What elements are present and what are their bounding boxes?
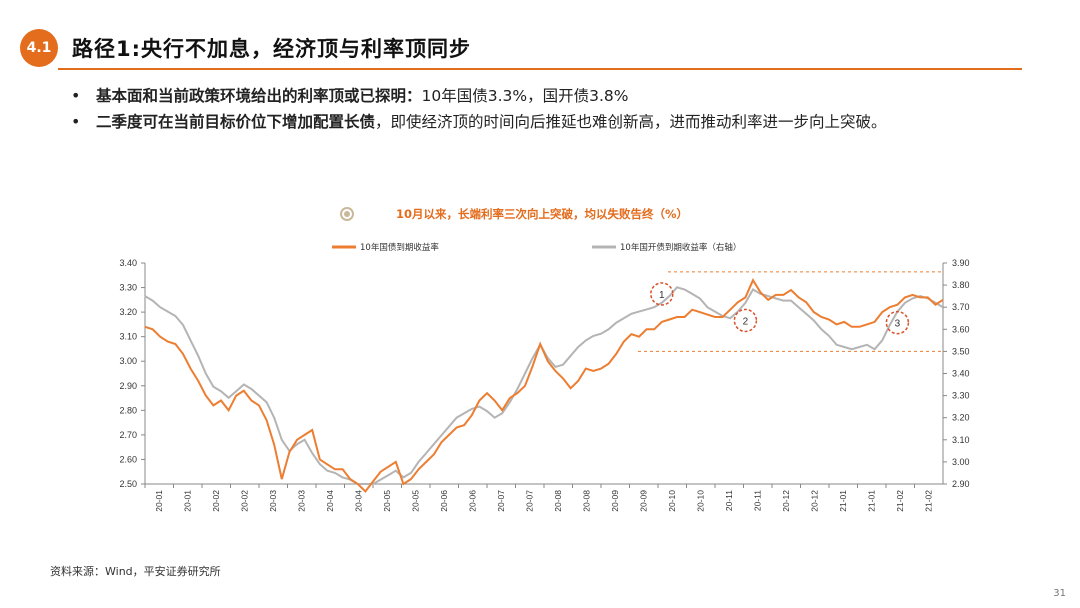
x-tick-label: 20-10 [667, 490, 677, 512]
y-right-tick-label: 3.70 [952, 302, 970, 312]
x-tick-label: 21-01 [838, 490, 848, 512]
x-tick-label: 20-03 [297, 490, 307, 512]
annotation-circle [650, 282, 674, 306]
x-tick-label: 20-07 [496, 490, 506, 512]
y-right-tick-label: 3.50 [952, 346, 970, 356]
chart-title-row: 10月以来，长端利率三次向上突破，均以失败告终（%） [340, 204, 688, 224]
y-left-tick-label: 2.60 [119, 454, 137, 464]
x-tick-label: 20-12 [781, 490, 791, 512]
y-right-tick-label: 3.60 [952, 324, 970, 334]
x-tick-label: 20-09 [639, 490, 649, 512]
annotation-label: 2 [743, 316, 749, 327]
x-tick-label: 20-10 [696, 490, 706, 512]
x-tick-label: 20-11 [753, 490, 763, 511]
bullet-text: ，即使经济顶的时间向后推延也难创新高，进而推动利率进一步向上突破。 [375, 113, 887, 131]
y-right-tick-label: 3.10 [952, 435, 970, 445]
slide-header: 4.1 路径1:央行不加息，经济顶与利率顶同步 [20, 28, 471, 68]
y-left-tick-label: 2.70 [119, 430, 137, 440]
y-right-tick-label: 3.30 [952, 391, 970, 401]
x-tick-label: 21-02 [895, 490, 905, 512]
x-tick-label: 20-03 [268, 490, 278, 512]
x-tick-label: 20-06 [468, 490, 478, 512]
title-divider [58, 68, 1022, 70]
x-tick-label: 20-04 [354, 490, 364, 512]
x-tick-label: 21-02 [924, 490, 934, 512]
bullet-item: • 二季度可在当前目标价位下增加配置长债，即使经济顶的时间向后推延也难创新高，进… [68, 110, 1028, 134]
legend-label-gray: 10年国开债到期收益率（右轴） [620, 242, 741, 253]
page-number: 31 [1053, 588, 1066, 599]
y-left-tick-label: 2.80 [119, 405, 137, 415]
x-tick-label: 20-02 [240, 490, 250, 512]
section-badge: 4.1 [20, 29, 58, 67]
x-tick-label: 20-08 [553, 490, 563, 512]
x-tick-label: 20-01 [183, 490, 193, 512]
bullet-item: • 基本面和当前政策环境给出的利率顶或已探明：10年国债3.3%，国开债3.8% [68, 84, 1028, 108]
y-left-tick-label: 3.30 [119, 283, 137, 293]
slide-title: 路径1:央行不加息，经济顶与利率顶同步 [72, 37, 472, 61]
bullet-text: 10年国债3.3%，国开债3.8% [421, 87, 629, 105]
annotation-label: 1 [659, 290, 665, 301]
x-tick-label: 20-05 [382, 490, 392, 512]
x-tick-label: 20-04 [325, 490, 335, 512]
y-right-tick-label: 3.20 [952, 413, 970, 423]
bullet-bold-text: 基本面和当前政策环境给出的利率顶或已探明： [96, 87, 422, 105]
x-tick-label: 21-01 [867, 490, 877, 512]
x-tick-label: 20-11 [724, 490, 734, 511]
legend-label-orange: 10年国债到期收益率 [360, 242, 439, 253]
bullet-dot: • [71, 112, 81, 131]
x-tick-label: 20-05 [411, 490, 421, 512]
y-right-tick-label: 3.90 [952, 258, 970, 268]
x-tick-label: 20-06 [439, 490, 449, 512]
bullet-bold-text: 二季度可在当前目标价位下增加配置长债 [96, 113, 376, 131]
y-right-tick-label: 3.00 [952, 457, 970, 467]
x-tick-label: 20-09 [610, 490, 620, 512]
y-left-tick-label: 3.40 [119, 258, 137, 268]
y-left-tick-label: 3.00 [119, 356, 137, 366]
bullet-dot: • [71, 86, 81, 105]
series-line-orange [144, 278, 944, 493]
y-left-tick-label: 3.10 [119, 332, 137, 342]
chart-title: 10月以来，长端利率三次向上突破，均以失败告终（%） [396, 207, 689, 221]
y-left-tick-label: 3.20 [119, 307, 137, 317]
x-tick-label: 20-08 [582, 490, 592, 512]
bullet-list: • 基本面和当前政策环境给出的利率顶或已探明：10年国债3.3%，国开债3.8%… [68, 84, 1028, 136]
x-tick-label: 20-01 [154, 490, 164, 512]
annotation-label: 3 [895, 319, 901, 330]
x-tick-label: 20-07 [525, 490, 535, 512]
target-ring-icon [340, 207, 354, 221]
annotation-circle [733, 308, 758, 333]
y-left-tick-label: 2.90 [119, 381, 137, 391]
y-right-tick-label: 3.40 [952, 369, 970, 379]
annotation-circle [885, 310, 910, 335]
y-left-tick-label: 2.50 [119, 479, 137, 489]
y-right-tick-label: 3.80 [952, 280, 970, 290]
y-right-tick-label: 2.90 [952, 479, 970, 489]
x-tick-label: 20-12 [810, 490, 820, 512]
x-tick-label: 20-02 [211, 490, 221, 512]
source-note: 资料来源：Wind，平安证券研究所 [50, 565, 221, 578]
